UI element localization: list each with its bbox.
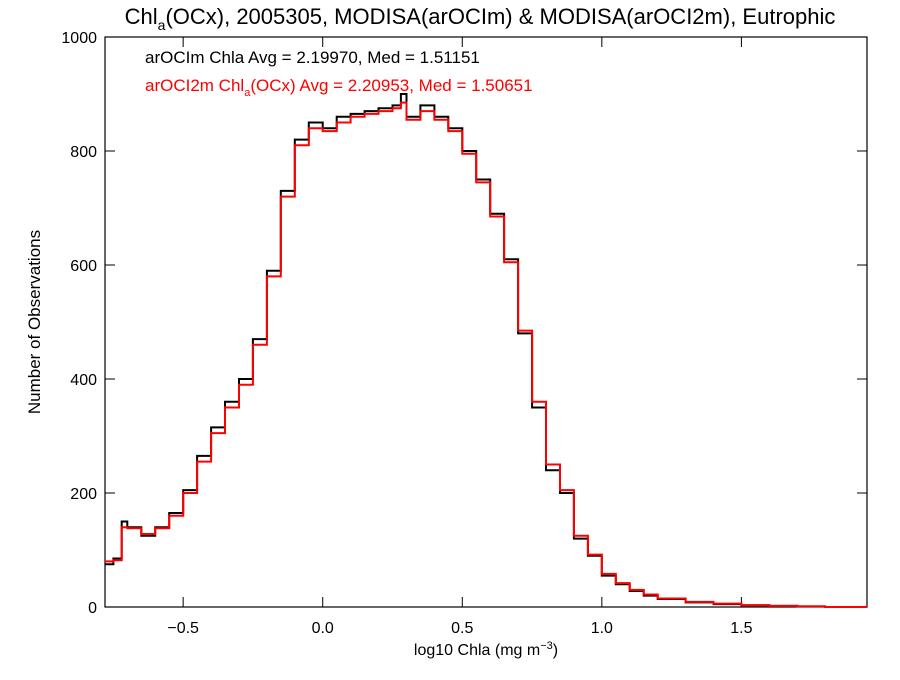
chart-title: Chla(OCx), 2005305, MODISA(arOCIm) & MOD… xyxy=(125,4,836,33)
x-axis-label-main: log10 Chla (mg m xyxy=(414,642,540,659)
chart-title-sub: a xyxy=(158,17,166,33)
chart-title-rest: (OCx), 2005305, MODISA(arOCIm) & MODISA(… xyxy=(165,4,835,29)
x-tick-label: 1.0 xyxy=(591,620,613,637)
legend-text-red: arOCI2m Chla(OCx) Avg = 2.20953, Med = 1… xyxy=(145,76,533,99)
x-axis-label: log10 Chla (mg m−3) xyxy=(414,640,558,659)
legend-text-red-pre: arOCI2m Chl xyxy=(145,76,244,95)
x-tick-label: 0.0 xyxy=(312,620,334,637)
chart-title-main: Chl xyxy=(125,4,158,29)
y-tick-label: 400 xyxy=(70,372,97,389)
legend-text-red-sub: a xyxy=(244,87,251,99)
x-tick-label: 1.5 xyxy=(730,620,752,637)
series-line-aroclm xyxy=(105,93,867,608)
y-tick-label: 0 xyxy=(88,600,97,617)
x-axis-label-end: ) xyxy=(553,642,558,659)
x-tick-label: −0.5 xyxy=(167,620,199,637)
legend-text-red-post: (OCx) Avg = 2.20953, Med = 1.50651 xyxy=(250,76,532,95)
x-axis-ticks: −0.5 0.0 0.5 1.0 1.5 xyxy=(167,37,753,637)
y-tick-label: 800 xyxy=(70,144,97,161)
legend-text-black: arOCIm Chla Avg = 2.19970, Med = 1.51151 xyxy=(145,48,480,67)
y-tick-label: 1000 xyxy=(61,30,97,47)
x-tick-label: 0.5 xyxy=(451,620,473,637)
x-axis-label-sup: −3 xyxy=(540,640,553,652)
plot-frame xyxy=(104,36,868,608)
series-group xyxy=(105,93,867,608)
y-axis-label: Number of Observations xyxy=(25,230,44,414)
y-tick-label: 600 xyxy=(70,258,97,275)
series-line-arocl2m xyxy=(105,101,867,608)
y-axis-ticks: 0 200 400 600 800 1000 xyxy=(61,30,867,617)
y-tick-label: 200 xyxy=(70,486,97,503)
